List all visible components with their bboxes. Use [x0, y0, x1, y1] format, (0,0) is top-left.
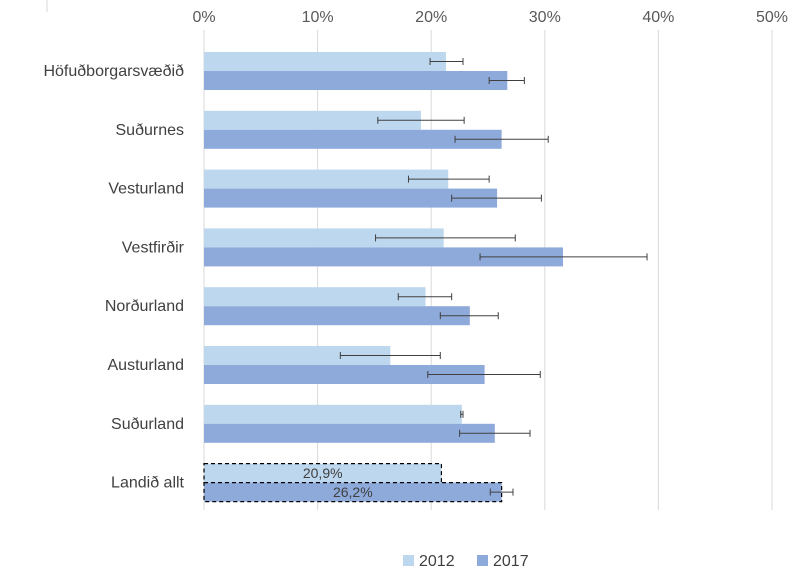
category-label: Vestfirðir [122, 239, 185, 256]
x-tick-label: 30% [529, 9, 561, 26]
x-tick-label: 10% [302, 9, 334, 26]
category-label: Norðurland [105, 298, 184, 315]
bar-2012 [204, 404, 462, 424]
error-bars [339, 58, 648, 496]
bar-2017 [204, 423, 495, 443]
legend: 2012 2017 [403, 553, 529, 570]
bar-2017 [204, 129, 502, 149]
bar-2012 [204, 287, 426, 307]
category-label: Austurland [108, 357, 185, 374]
bar-2017 [204, 306, 470, 326]
category-labels: Höfuðborgarsvæðið Suðurnes Vesturland Vestf… [43, 63, 184, 492]
category-label: Landið allt [111, 475, 185, 492]
legend-label: 2012 [419, 553, 455, 570]
x-tick-label: 50% [756, 9, 788, 26]
category-label: Höfuðborgarsvæðið [43, 63, 184, 80]
bar-2017 [204, 247, 563, 267]
gridlines [203, 30, 773, 510]
data-label: 20,9% [303, 465, 343, 481]
bar-2012 [203, 463, 443, 484]
category-label: Suðurnes [116, 122, 185, 139]
x-tick-label: 0% [192, 9, 215, 26]
x-axis-tick-labels: 0% 10% 20% 30% 40% 50% [192, 9, 788, 26]
data-label: 26,2% [333, 484, 373, 500]
category-label: Suðurland [111, 416, 184, 433]
category-label: Vesturland [108, 181, 184, 198]
bars [203, 52, 563, 503]
bar-2017 [204, 71, 508, 90]
x-tick-label: 40% [642, 9, 674, 26]
bar-2012 [204, 110, 421, 130]
bar-2012 [204, 52, 446, 71]
bar-2017 [204, 365, 485, 384]
bar-2012 [204, 228, 444, 248]
bar-2017 [204, 188, 498, 208]
bar-2017 [203, 482, 503, 503]
legend-swatch-2012 [403, 555, 414, 566]
legend-label: 2017 [493, 553, 529, 570]
bar-2012 [204, 346, 391, 365]
x-tick-label: 20% [415, 9, 447, 26]
bar-2012 [204, 169, 449, 189]
legend-swatch-2017 [477, 555, 488, 566]
data-labels: 20,9% 26,2% [303, 465, 373, 500]
